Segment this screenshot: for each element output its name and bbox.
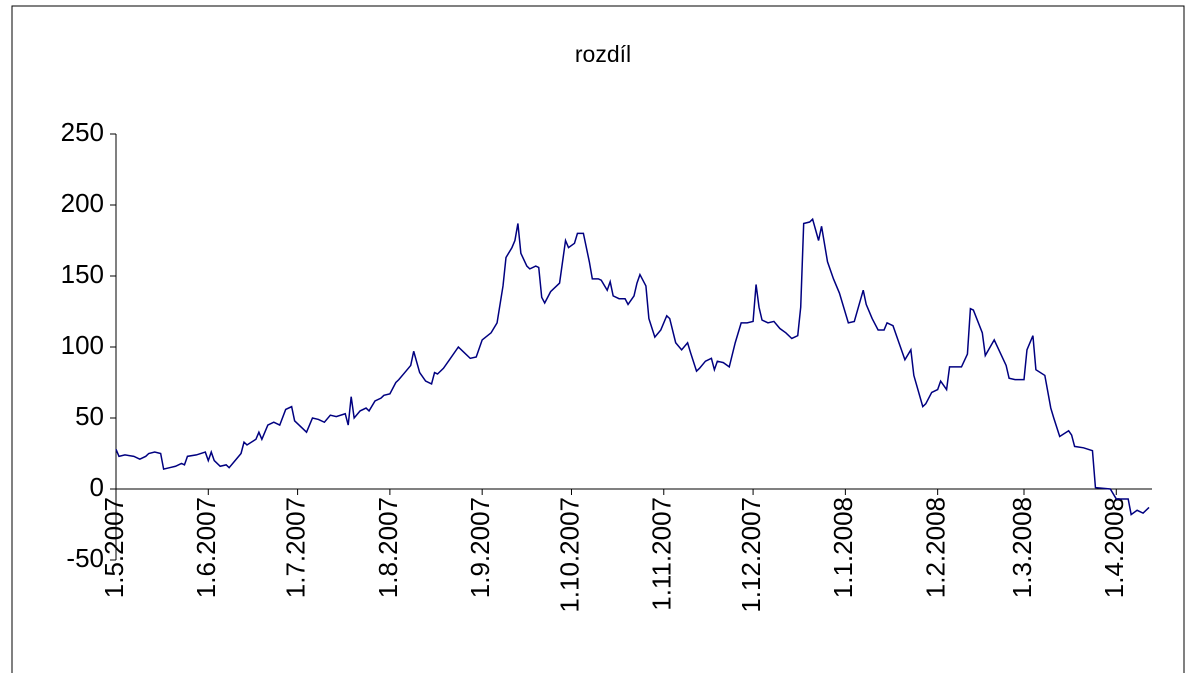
chart-frame xyxy=(11,5,1185,673)
x-tick-label: 1.11.2007 xyxy=(647,497,677,611)
y-tick-label: 150 xyxy=(61,259,104,289)
chart-title: rozdíl xyxy=(575,41,631,67)
x-tick-label: 1.5.2007 xyxy=(99,497,129,598)
y-tick-label: -50 xyxy=(66,543,104,573)
x-tick-label: 1.6.2007 xyxy=(191,497,221,598)
y-tick-label: 100 xyxy=(61,330,104,360)
x-tick-label: 1.4.2008 xyxy=(1099,497,1129,598)
y-tick-label: 50 xyxy=(75,401,104,431)
y-tick-label: 250 xyxy=(61,117,104,147)
x-tick-label: 1.12.2007 xyxy=(736,497,766,613)
x-tick-label: 1.8.2007 xyxy=(373,497,403,598)
x-tick-label: 1.3.2008 xyxy=(1007,497,1037,598)
y-tick-label: 0 xyxy=(90,472,104,502)
y-tick-label: 200 xyxy=(61,188,104,218)
data-line xyxy=(115,217,1150,516)
x-tick-label: 1.9.2007 xyxy=(465,497,495,598)
x-tick-label: 1.10.2007 xyxy=(554,497,584,613)
x-tick-label: 1.2.2008 xyxy=(921,497,951,598)
x-tick-label: 1.7.2007 xyxy=(280,497,310,598)
x-tick-label: 1.1.2008 xyxy=(828,497,858,598)
